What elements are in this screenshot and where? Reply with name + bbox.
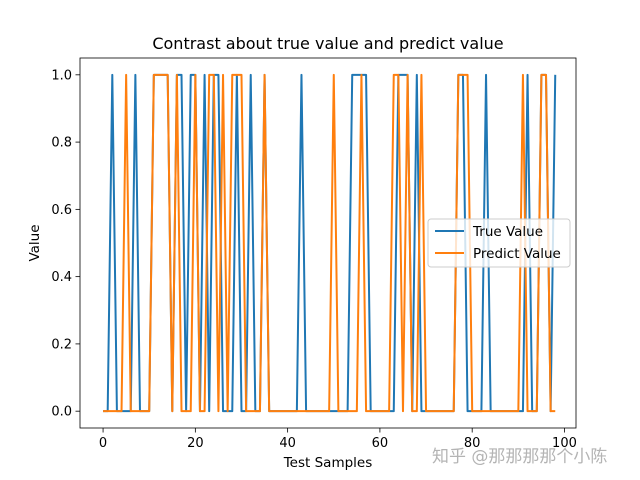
x-tick-label: 20 bbox=[187, 436, 204, 451]
watermark-text: 知乎 @那那那那个小陈 bbox=[432, 447, 608, 467]
x-tick-label: 80 bbox=[464, 436, 481, 451]
y-tick-label: 0.8 bbox=[51, 136, 72, 151]
y-tick-label: 1.0 bbox=[51, 68, 72, 83]
series-line-predict-value bbox=[103, 73, 556, 413]
x-axis-ticks: 0 20 40 60 80 100 bbox=[99, 428, 577, 451]
axes-frame bbox=[79, 57, 577, 429]
legend-label-true-value: True Value bbox=[472, 224, 543, 240]
y-axis-ticks: 0.0 0.2 0.4 0.6 0.8 1.0 bbox=[51, 68, 80, 420]
x-tick-label: 100 bbox=[552, 436, 577, 451]
series-layer bbox=[103, 73, 557, 413]
x-tick-label: 0 bbox=[99, 436, 107, 451]
y-tick-label: 0.6 bbox=[51, 203, 72, 218]
y-tick-label: 0.0 bbox=[51, 405, 72, 420]
legend: True Value Predict Value bbox=[427, 218, 571, 268]
legend-label-predict-value: Predict Value bbox=[473, 246, 561, 262]
chart-title: Contrast about true value and predict va… bbox=[152, 34, 503, 53]
y-tick-label: 0.2 bbox=[51, 337, 72, 352]
y-tick-label: 0.4 bbox=[51, 270, 72, 285]
y-axis-label: Value bbox=[27, 224, 43, 261]
x-axis-label: Test Samples bbox=[283, 455, 373, 471]
x-tick-label: 60 bbox=[372, 436, 389, 451]
x-tick-label: 40 bbox=[279, 436, 296, 451]
